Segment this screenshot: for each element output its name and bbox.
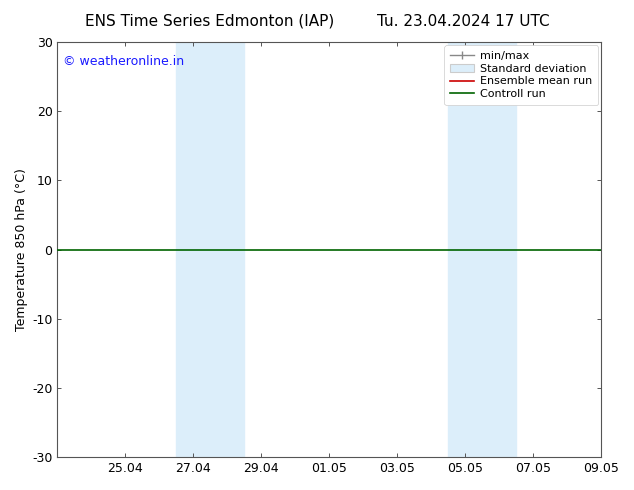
Y-axis label: Temperature 850 hPa (°C): Temperature 850 hPa (°C) [15,168,28,331]
Text: ENS Time Series Edmonton (IAP): ENS Time Series Edmonton (IAP) [84,14,334,29]
Bar [176,42,210,457]
Bar [482,42,516,457]
Text: Tu. 23.04.2024 17 UTC: Tu. 23.04.2024 17 UTC [377,14,549,29]
Text: © weatheronline.in: © weatheronline.in [63,54,184,68]
Bar [210,42,244,457]
Bar [448,42,482,457]
Legend: min/max, Standard deviation, Ensemble mean run, Controll run: min/max, Standard deviation, Ensemble me… [444,46,598,105]
